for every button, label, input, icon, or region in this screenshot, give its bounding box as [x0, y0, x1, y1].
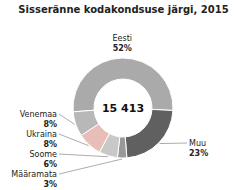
title: Sisseränne kodakondsuse järgi, 2015: [18, 4, 228, 15]
label-category: Muu: [189, 139, 206, 148]
label-category: Soome: [29, 150, 57, 159]
labels: Eesti52%Venemaa8%Ukraina8%Soome6%Määrama…: [11, 34, 208, 188]
label-value: 3%: [43, 180, 57, 189]
slices: [73, 58, 173, 158]
label-category: Venemaa: [20, 110, 57, 119]
slice: [125, 109, 173, 157]
data-label: Eesti52%: [112, 34, 132, 53]
label-category: Määramata: [11, 170, 57, 179]
data-label: Soome6%: [29, 150, 57, 169]
label-value: 23%: [189, 149, 208, 158]
leader-line: [59, 114, 75, 124]
data-label: Muu23%: [189, 139, 208, 158]
leader-line: [59, 154, 108, 157]
center-text: 15 413: [102, 102, 144, 115]
data-label: Määramata3%: [11, 170, 57, 189]
label-value: 52%: [113, 44, 132, 53]
data-label: Venemaa8%: [20, 110, 57, 129]
leader-line: [160, 143, 187, 145]
chart: Sisseränne kodakondsuse järgi, 2015 15 41…: [0, 0, 247, 190]
data-label: Ukraina8%: [26, 130, 57, 149]
leader-line: [59, 159, 122, 174]
label-category: Ukraina: [26, 130, 57, 139]
slice: [73, 110, 99, 135]
label-value: 8%: [43, 140, 57, 149]
label-value: 8%: [43, 120, 57, 129]
leader-line: [59, 134, 89, 146]
label-category: Eesti: [112, 34, 132, 43]
label-value: 6%: [43, 160, 57, 169]
